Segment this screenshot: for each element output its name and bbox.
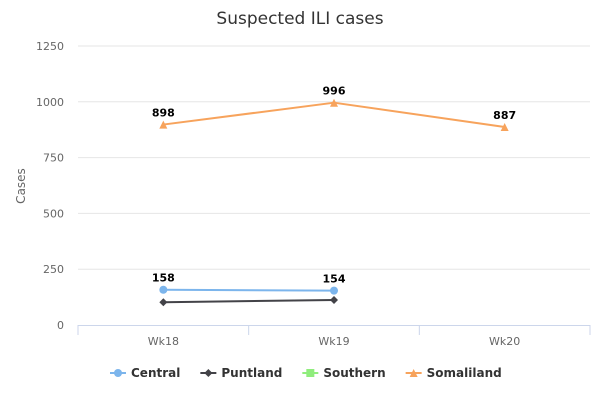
data-point-central[interactable] — [159, 285, 168, 294]
data-point-somaliland[interactable] — [500, 123, 509, 132]
y-tick-label: 250 — [43, 263, 64, 276]
y-tick-label: 0 — [57, 319, 64, 332]
legend-item-somaliland[interactable]: Somaliland — [405, 366, 502, 380]
legend-marker-southern — [306, 369, 315, 377]
data-point-central[interactable] — [330, 286, 338, 295]
y-tick-label: 500 — [43, 207, 64, 220]
x-tick-label: Wk19 — [318, 335, 349, 348]
legend-label-central: Central — [131, 366, 180, 380]
legend-item-central[interactable]: Central — [110, 366, 180, 380]
x-tick-label: Wk20 — [489, 335, 520, 348]
y-tick-label: 750 — [43, 152, 64, 165]
data-label-somaliland: 898 — [152, 107, 175, 120]
legend-marker-central — [114, 369, 122, 377]
data-label-central: 158 — [152, 272, 175, 285]
data-point-somaliland[interactable] — [330, 98, 338, 107]
data-label-somaliland: 996 — [323, 85, 346, 98]
legend-marker-somaliland — [409, 369, 418, 377]
chart-title: Suspected ILI cases — [216, 9, 383, 29]
data-label-somaliland: 887 — [493, 109, 516, 122]
legend-item-puntland[interactable]: Puntland — [200, 366, 282, 380]
data-point-puntland[interactable] — [330, 296, 338, 305]
legend-label-somaliland: Somaliland — [427, 366, 502, 380]
legend-label-southern: Southern — [323, 366, 385, 380]
y-tick-label: 1000 — [36, 96, 64, 109]
legend-label-puntland: Puntland — [221, 366, 282, 380]
y-axis-label: Cases — [14, 168, 28, 204]
y-tick-label: 1250 — [36, 40, 64, 53]
x-tick-label: Wk18 — [148, 335, 179, 348]
legend-marker-puntland — [204, 369, 213, 377]
data-point-somaliland[interactable] — [159, 120, 168, 129]
data-point-puntland[interactable] — [159, 298, 168, 307]
data-label-central: 154 — [323, 273, 346, 286]
legend-item-southern[interactable]: Southern — [302, 366, 386, 380]
series-line-central — [162, 288, 335, 292]
series-line-puntland — [162, 299, 335, 304]
